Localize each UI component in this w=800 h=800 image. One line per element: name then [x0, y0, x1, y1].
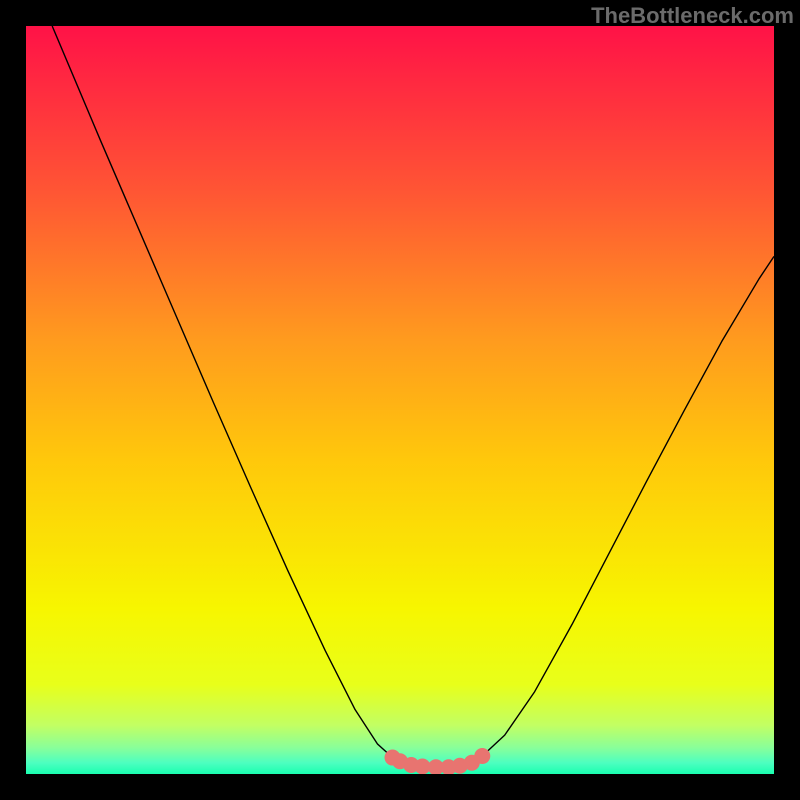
marker-dot — [429, 761, 442, 774]
marker-dot — [416, 760, 429, 773]
watermark-text: TheBottleneck.com — [591, 3, 794, 29]
chart-svg — [26, 26, 774, 774]
marker-dot — [476, 750, 489, 763]
chart-container: TheBottleneck.com — [0, 0, 800, 800]
plot-area — [26, 26, 774, 774]
gradient-background — [26, 26, 774, 774]
